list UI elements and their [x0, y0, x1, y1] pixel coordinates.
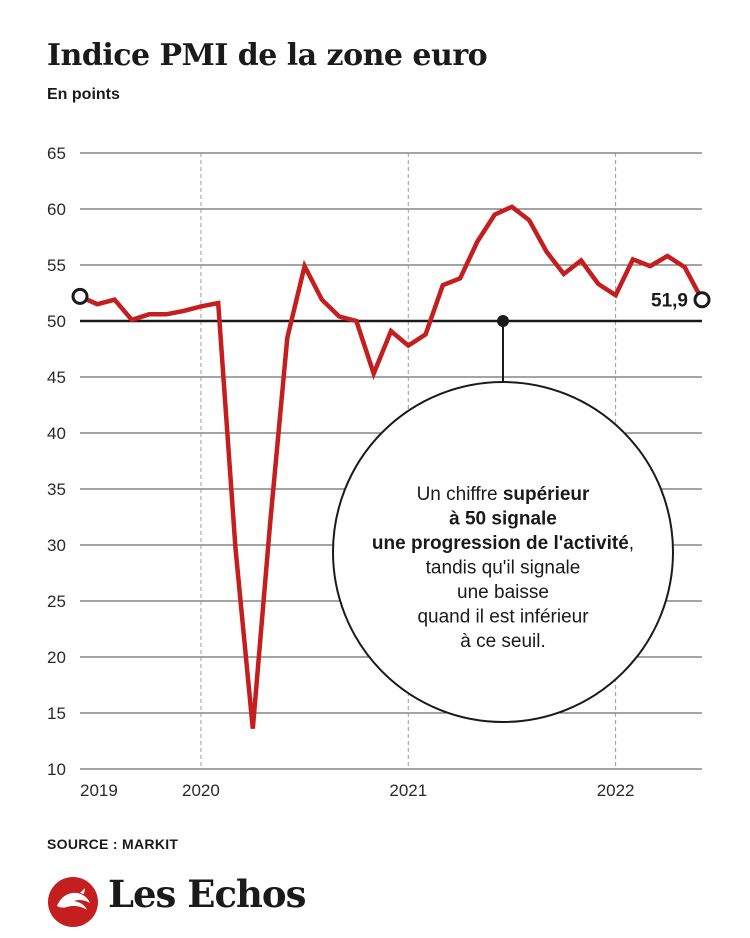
y-tick-label: 30 [47, 536, 66, 555]
callout-segment: tandis qu'il signale [426, 558, 581, 579]
callout-segment: quand il est inférieur [417, 607, 589, 628]
callout-segment: , [629, 533, 634, 554]
x-tick-label: 2021 [389, 781, 427, 800]
pmi-series-line [79, 204, 704, 729]
y-tick-label: 40 [47, 424, 66, 443]
pmi-line-chart: 65 60 55 50 45 40 35 30 25 20 15 10 2019 2020 2021 202… [47, 144, 711, 800]
chart-subtitle: En points [47, 86, 120, 103]
y-tick-label: 45 [47, 368, 66, 387]
y-tick-label: 55 [47, 256, 66, 275]
y-axis-ticks: 65 60 55 50 45 40 35 30 25 20 15 10 [47, 144, 66, 779]
y-tick-label: 65 [47, 144, 66, 163]
les-echos-logo-icon [48, 877, 98, 927]
callout-line: une progression de l'activité, [372, 533, 634, 554]
callout-bubble [332, 381, 674, 723]
y-tick-label: 15 [47, 704, 66, 723]
callout-line: Un chiffre supérieur [417, 484, 590, 505]
callout-emphasis: une progression de l'activité [372, 533, 629, 554]
chart-title: Indice PMI de la zone euro [47, 38, 488, 73]
callout-segment: à ce seuil. [460, 631, 546, 652]
y-tick-label: 60 [47, 200, 66, 219]
x-axis-ticks: 2019 2020 2021 2022 [80, 781, 635, 800]
callout-line: tandis qu'il signale [426, 558, 581, 579]
callout-line: quand il est inférieur [417, 607, 589, 628]
source-note: SOURCE : MARKIT [47, 836, 179, 852]
end-point-marker [693, 291, 711, 309]
callout-line: à 50 signale [449, 509, 557, 530]
callout-anchor-dot [497, 315, 509, 327]
start-point-marker [71, 287, 89, 305]
x-tick-label: 2019 [80, 781, 118, 800]
x-tick-label: 2020 [182, 781, 220, 800]
y-tick-label: 10 [47, 760, 66, 779]
callout-emphasis: supérieur [503, 484, 590, 505]
y-tick-label: 50 [47, 312, 66, 331]
y-tick-label: 25 [47, 592, 66, 611]
callout-line: à ce seuil. [460, 631, 546, 652]
last-value-label: 51,9 [651, 291, 688, 312]
callout-segment: Un chiffre [417, 484, 503, 505]
callout-segment: une baisse [457, 582, 549, 603]
brand-name: Les Echos [108, 872, 306, 916]
y-tick-label: 20 [47, 648, 66, 667]
y-tick-label: 35 [47, 480, 66, 499]
callout-text: Un chiffre supérieur à 50 signale une prog… [372, 484, 634, 652]
callout-emphasis: à 50 signale [449, 509, 557, 530]
x-tick-label: 2022 [597, 781, 635, 800]
callout-line: une baisse [457, 582, 549, 603]
